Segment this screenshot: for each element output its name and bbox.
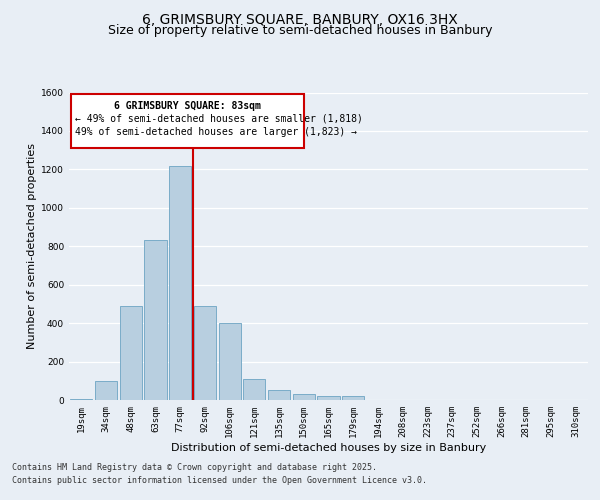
Bar (194, 306, 216, 400)
Bar (317, 396, 340, 400)
Bar (119, 306, 142, 400)
Text: Contains HM Land Registry data © Crown copyright and database right 2025.: Contains HM Land Registry data © Crown c… (12, 462, 377, 471)
Bar (218, 323, 241, 400)
Bar (70, 399, 92, 400)
Text: ← 49% of semi-detached houses are smaller (1,818): ← 49% of semi-detached houses are smalle… (75, 114, 363, 124)
Text: Contains public sector information licensed under the Open Government Licence v3: Contains public sector information licen… (12, 476, 427, 485)
Text: 6 GRIMSBURY SQUARE: 83sqm: 6 GRIMSBURY SQUARE: 83sqm (114, 101, 261, 111)
Bar (169, 166, 191, 400)
Bar (145, 240, 167, 400)
Text: Size of property relative to semi-detached houses in Banbury: Size of property relative to semi-detach… (108, 24, 492, 37)
Y-axis label: Number of semi-detached properties: Number of semi-detached properties (27, 143, 37, 349)
Bar (243, 379, 265, 400)
Text: 6, GRIMSBURY SQUARE, BANBURY, OX16 3HX: 6, GRIMSBURY SQUARE, BANBURY, OX16 3HX (142, 12, 458, 26)
Bar (293, 394, 315, 400)
Bar (95, 381, 117, 400)
Bar (268, 390, 290, 400)
X-axis label: Distribution of semi-detached houses by size in Banbury: Distribution of semi-detached houses by … (171, 442, 486, 452)
Bar (342, 396, 364, 400)
Text: 49% of semi-detached houses are larger (1,823) →: 49% of semi-detached houses are larger (… (75, 127, 357, 137)
Bar (71, 94, 304, 148)
